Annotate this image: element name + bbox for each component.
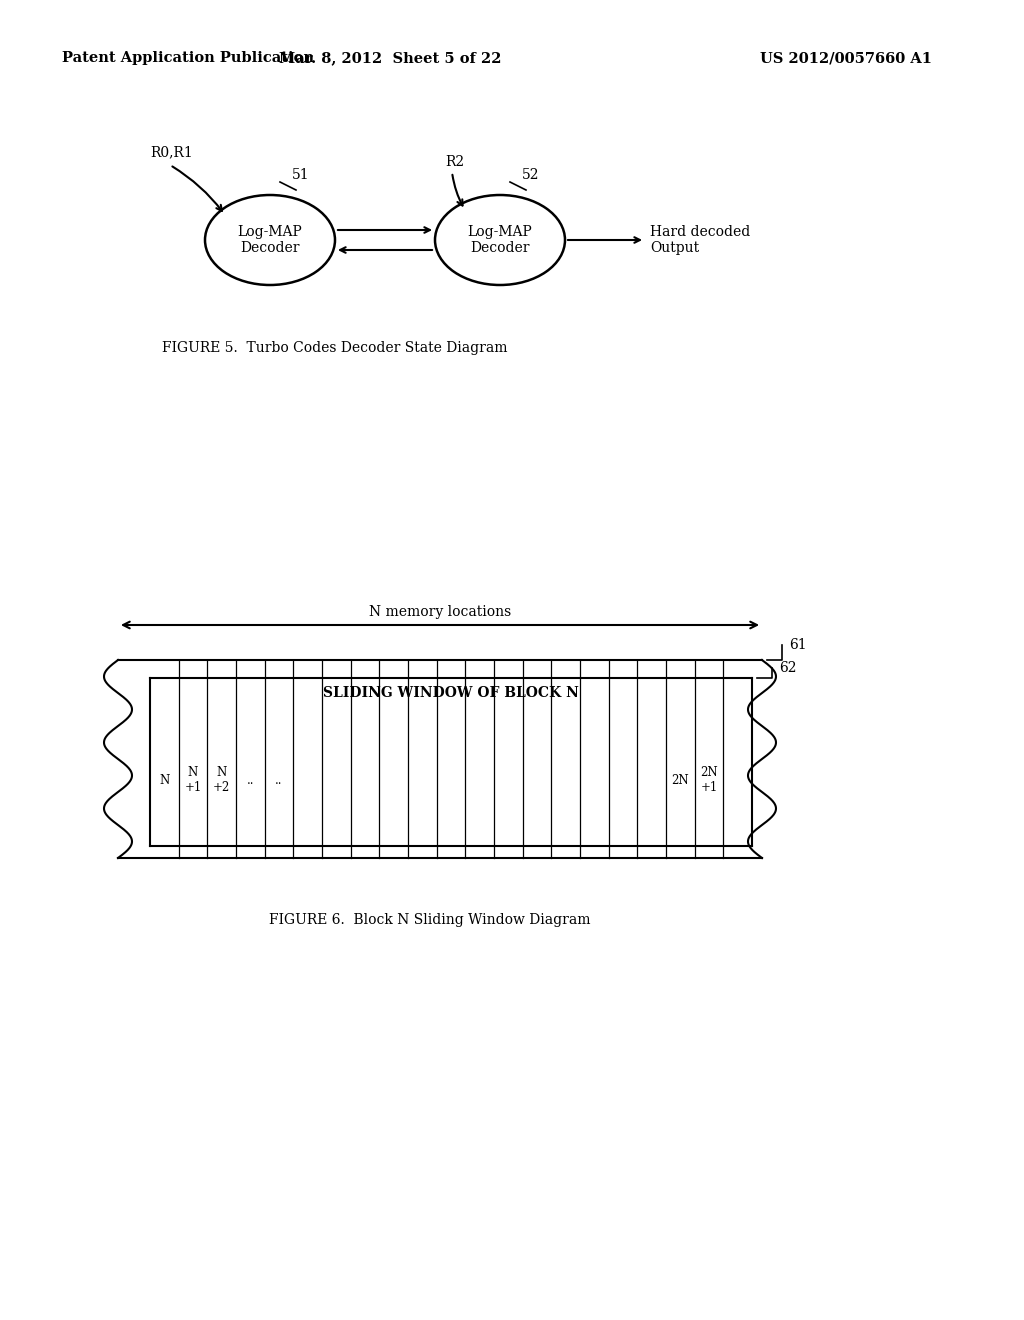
Text: Log-MAP
Decoder: Log-MAP Decoder (238, 224, 302, 255)
Ellipse shape (435, 195, 565, 285)
Text: 51: 51 (292, 168, 309, 182)
Text: Log-MAP
Decoder: Log-MAP Decoder (468, 224, 532, 255)
Text: R2: R2 (445, 154, 464, 169)
Text: N memory locations: N memory locations (369, 605, 511, 619)
Text: SLIDING WINDOW OF BLOCK N: SLIDING WINDOW OF BLOCK N (323, 686, 579, 700)
Text: 62: 62 (779, 661, 797, 675)
Text: 52: 52 (522, 168, 540, 182)
Text: Patent Application Publication: Patent Application Publication (62, 51, 314, 65)
Text: R0,R1: R0,R1 (150, 145, 193, 158)
Text: Hard decoded
Output: Hard decoded Output (650, 224, 751, 255)
Text: N
+2: N +2 (213, 766, 230, 795)
Text: ..: .. (275, 774, 283, 787)
Text: 2N
+1: 2N +1 (700, 766, 718, 795)
Text: N: N (159, 774, 169, 787)
Text: US 2012/0057660 A1: US 2012/0057660 A1 (760, 51, 932, 65)
Ellipse shape (205, 195, 335, 285)
Text: FIGURE 6.  Block N Sliding Window Diagram: FIGURE 6. Block N Sliding Window Diagram (269, 913, 591, 927)
Text: FIGURE 5.  Turbo Codes Decoder State Diagram: FIGURE 5. Turbo Codes Decoder State Diag… (162, 341, 508, 355)
Text: N
+1: N +1 (184, 766, 202, 795)
Text: 61: 61 (790, 638, 807, 652)
Text: 2N: 2N (672, 774, 689, 787)
Text: ..: .. (247, 774, 254, 787)
Text: Mar. 8, 2012  Sheet 5 of 22: Mar. 8, 2012 Sheet 5 of 22 (279, 51, 502, 65)
